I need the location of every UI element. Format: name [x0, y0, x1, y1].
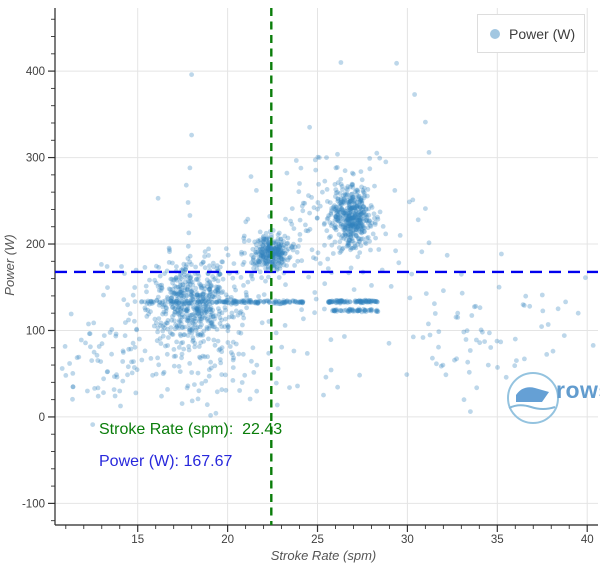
svg-text:40: 40 [581, 534, 594, 546]
tick-labels: 15 20 25 30 35 40 -100 0 100 200 300 400 [22, 66, 594, 546]
x-axis-title: Stroke Rate (spm) [270, 548, 377, 563]
axis-ticks [48, 18, 588, 532]
watermark-text: rows [556, 377, 600, 403]
svg-text:300: 300 [26, 153, 45, 165]
y-axis-title: Power (W) [2, 234, 17, 296]
annotation-stroke-rate: Stroke Rate (spm): 22.43 [99, 421, 283, 438]
annotation-power: Power (W): 167.67 [99, 453, 233, 470]
scatter-points [59, 60, 596, 427]
svg-text:0: 0 [39, 412, 45, 424]
svg-text:25: 25 [311, 534, 324, 546]
legend-label: Power (W) [509, 25, 576, 42]
legend-marker-icon [490, 28, 500, 39]
legend[interactable]: Power (W) [477, 14, 585, 53]
svg-text:100: 100 [26, 325, 45, 337]
svg-text:20: 20 [221, 534, 234, 546]
svg-text:35: 35 [491, 534, 504, 546]
svg-text:400: 400 [26, 66, 45, 78]
svg-text:30: 30 [401, 534, 414, 546]
gridlines [55, 8, 598, 525]
watermark-logo: rows [505, 368, 600, 426]
crosshair-lines [55, 8, 598, 525]
svg-text:-100: -100 [22, 498, 45, 510]
axis-spines [54, 8, 598, 526]
rowing-boat-icon [507, 372, 559, 424]
svg-text:200: 200 [26, 239, 45, 251]
svg-text:15: 15 [131, 534, 144, 546]
